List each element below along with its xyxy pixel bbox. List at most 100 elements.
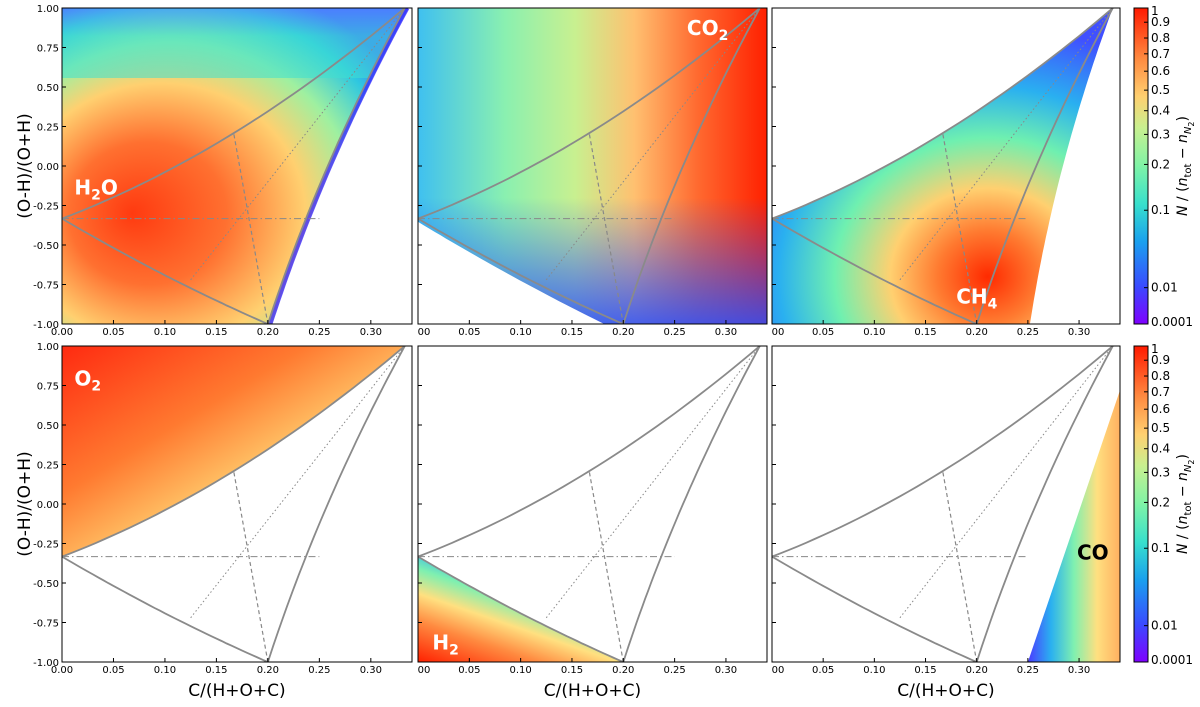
upper-boundary bbox=[62, 346, 406, 558]
x-axis-title: C/(H+O+C) bbox=[544, 681, 641, 701]
lower-boundary bbox=[418, 555, 624, 662]
x-tick-label: 00 bbox=[418, 327, 431, 338]
y-tick-label: 0.75 bbox=[37, 44, 59, 55]
colorbar-tick-label: 0.0001 bbox=[1151, 653, 1193, 667]
colorbar-label: N / (ntot − nN2) bbox=[1175, 454, 1196, 554]
colorbar-tick-label: 1 bbox=[1151, 342, 1159, 356]
x-tick-label: 0.20 bbox=[966, 327, 988, 338]
x-tick-label: 0.15 bbox=[914, 327, 936, 338]
species-label-h2o: H2O bbox=[74, 175, 118, 203]
x-tick-label: 0.25 bbox=[308, 665, 330, 676]
dotted-line bbox=[899, 8, 1114, 281]
panels-layer: 0.00 0.05 0.10 0.15 0.20 0.25 0.30 1.00 0.75 0.50… bbox=[15, 4, 1121, 701]
y-tick-label: -0.25 bbox=[33, 540, 59, 551]
right-boundary bbox=[622, 8, 761, 324]
y-tick-label: 0.50 bbox=[37, 421, 59, 432]
colorbar-gradient bbox=[1133, 345, 1149, 663]
y-tick-label: 1.00 bbox=[37, 342, 59, 353]
panel-heatmap bbox=[418, 556, 624, 662]
y-tick-label: -0.50 bbox=[33, 241, 59, 252]
x-tick-label: 0.00 bbox=[51, 327, 73, 338]
colorbar-tick-label: 0.4 bbox=[1151, 104, 1170, 118]
reference-lines bbox=[418, 8, 761, 324]
y-axis-title: (O-H)/(O+H) bbox=[15, 113, 35, 218]
colorbar-tick-label: 0.8 bbox=[1151, 31, 1170, 45]
colorbar-tick-label: 0.6 bbox=[1151, 402, 1170, 416]
colorbar-tick-label: 0.5 bbox=[1151, 421, 1170, 435]
y-tick-label: -0.25 bbox=[33, 202, 59, 213]
dotted-line bbox=[190, 346, 406, 619]
x-tick-label: 0.10 bbox=[863, 327, 885, 338]
y-tick-label: 1.00 bbox=[37, 4, 59, 15]
upper-boundary bbox=[772, 346, 1114, 558]
right-boundary bbox=[267, 346, 406, 662]
species-label-co: CO bbox=[1077, 540, 1109, 564]
colorbars-layer: 10.90.80.70.60.50.40.30.20.10.010.0001N … bbox=[1133, 4, 1196, 667]
panel-ch4: 00 0.05 0.10 0.15 0.20 0.25 0.30 CH4 bbox=[771, 7, 1121, 338]
colorbar-tick-label: 0.8 bbox=[1151, 369, 1170, 383]
x-tick-label: 0.30 bbox=[715, 327, 737, 338]
x-axis-title: C/(H+O+C) bbox=[188, 681, 285, 701]
dotted-line bbox=[190, 8, 406, 281]
colorbar-tick-label: 0.0001 bbox=[1151, 315, 1193, 329]
reference-lines bbox=[62, 346, 406, 662]
panel-h2o: 0.00 0.05 0.10 0.15 0.20 0.25 0.30 1.00 0.75 0.50… bbox=[33, 4, 413, 338]
y-axis-title: (O-H)/(O+H) bbox=[15, 451, 35, 556]
panel-heatmap bbox=[62, 346, 412, 557]
y-tick-label: 0.00 bbox=[37, 162, 59, 173]
blank-region bbox=[772, 8, 1113, 219]
y-tick-label: 0.25 bbox=[37, 461, 59, 472]
right-boundary bbox=[622, 346, 761, 662]
colorbar-tick-label: 0.9 bbox=[1151, 353, 1170, 367]
x-tick-label: 0.10 bbox=[154, 327, 176, 338]
y-tick-label: 0.50 bbox=[37, 83, 59, 94]
colorbar-tick-label: 0.3 bbox=[1151, 465, 1170, 479]
panel-heatmap bbox=[1027, 390, 1120, 662]
reference-lines bbox=[772, 346, 1114, 662]
reference-lines bbox=[772, 8, 1114, 324]
dotted-line bbox=[545, 8, 761, 281]
y-tick-label: 0.75 bbox=[37, 382, 59, 393]
y-tick-label: -1.00 bbox=[33, 320, 59, 331]
dashed-line bbox=[233, 472, 269, 662]
colorbar-tick-label: 0.9 bbox=[1151, 15, 1170, 29]
x-tick-label: 0.20 bbox=[257, 665, 279, 676]
colorbar-tick-label: 0.7 bbox=[1151, 47, 1170, 61]
species-label-o2: O2 bbox=[74, 367, 101, 395]
panel-heatmap bbox=[772, 8, 1120, 324]
x-tick-label: 0.20 bbox=[257, 327, 279, 338]
x-tick-label: 0.10 bbox=[154, 665, 176, 676]
panel-co2: 00 0.05 0.10 0.15 0.20 0.25 0.30 CO2 bbox=[417, 7, 768, 338]
colorbar-tick-label: 1 bbox=[1151, 4, 1159, 18]
dotted-line bbox=[899, 346, 1114, 619]
x-tick-label: 00 bbox=[418, 665, 431, 676]
dashed-line bbox=[942, 472, 978, 662]
upper-boundary bbox=[418, 346, 761, 558]
blank-region bbox=[272, 8, 412, 324]
x-tick-label: 0.25 bbox=[308, 327, 330, 338]
x-tick-label: 0.05 bbox=[812, 665, 834, 676]
x-tick-label: 0.30 bbox=[715, 665, 737, 676]
colorbar-tick-label: 0.01 bbox=[1151, 281, 1178, 295]
lower-boundary bbox=[418, 217, 624, 324]
x-tick-label: 0.05 bbox=[812, 327, 834, 338]
x-tick-label: 0.25 bbox=[1017, 665, 1039, 676]
y-tick-label: 0.25 bbox=[37, 123, 59, 134]
x-tick-label: 0.15 bbox=[205, 665, 227, 676]
dotted-line bbox=[545, 346, 761, 619]
reference-lines bbox=[62, 8, 406, 324]
x-tick-label: 0.15 bbox=[205, 327, 227, 338]
colorbar-gradient bbox=[1133, 7, 1149, 325]
species-label-h2: H2 bbox=[432, 630, 459, 658]
lower-boundary bbox=[772, 555, 978, 662]
x-tick-label: 0.15 bbox=[561, 665, 583, 676]
blank-region bbox=[418, 218, 605, 324]
y-tick-label: -0.75 bbox=[33, 281, 59, 292]
x-tick-label: 0.05 bbox=[458, 327, 480, 338]
colorbar-tick-label: 0.01 bbox=[1151, 619, 1178, 633]
y-tick-label: -1.00 bbox=[33, 658, 59, 669]
x-tick-label: 0.05 bbox=[102, 327, 124, 338]
x-tick-label: 0.15 bbox=[914, 665, 936, 676]
colorbar-tick-label: 0.2 bbox=[1151, 157, 1170, 171]
